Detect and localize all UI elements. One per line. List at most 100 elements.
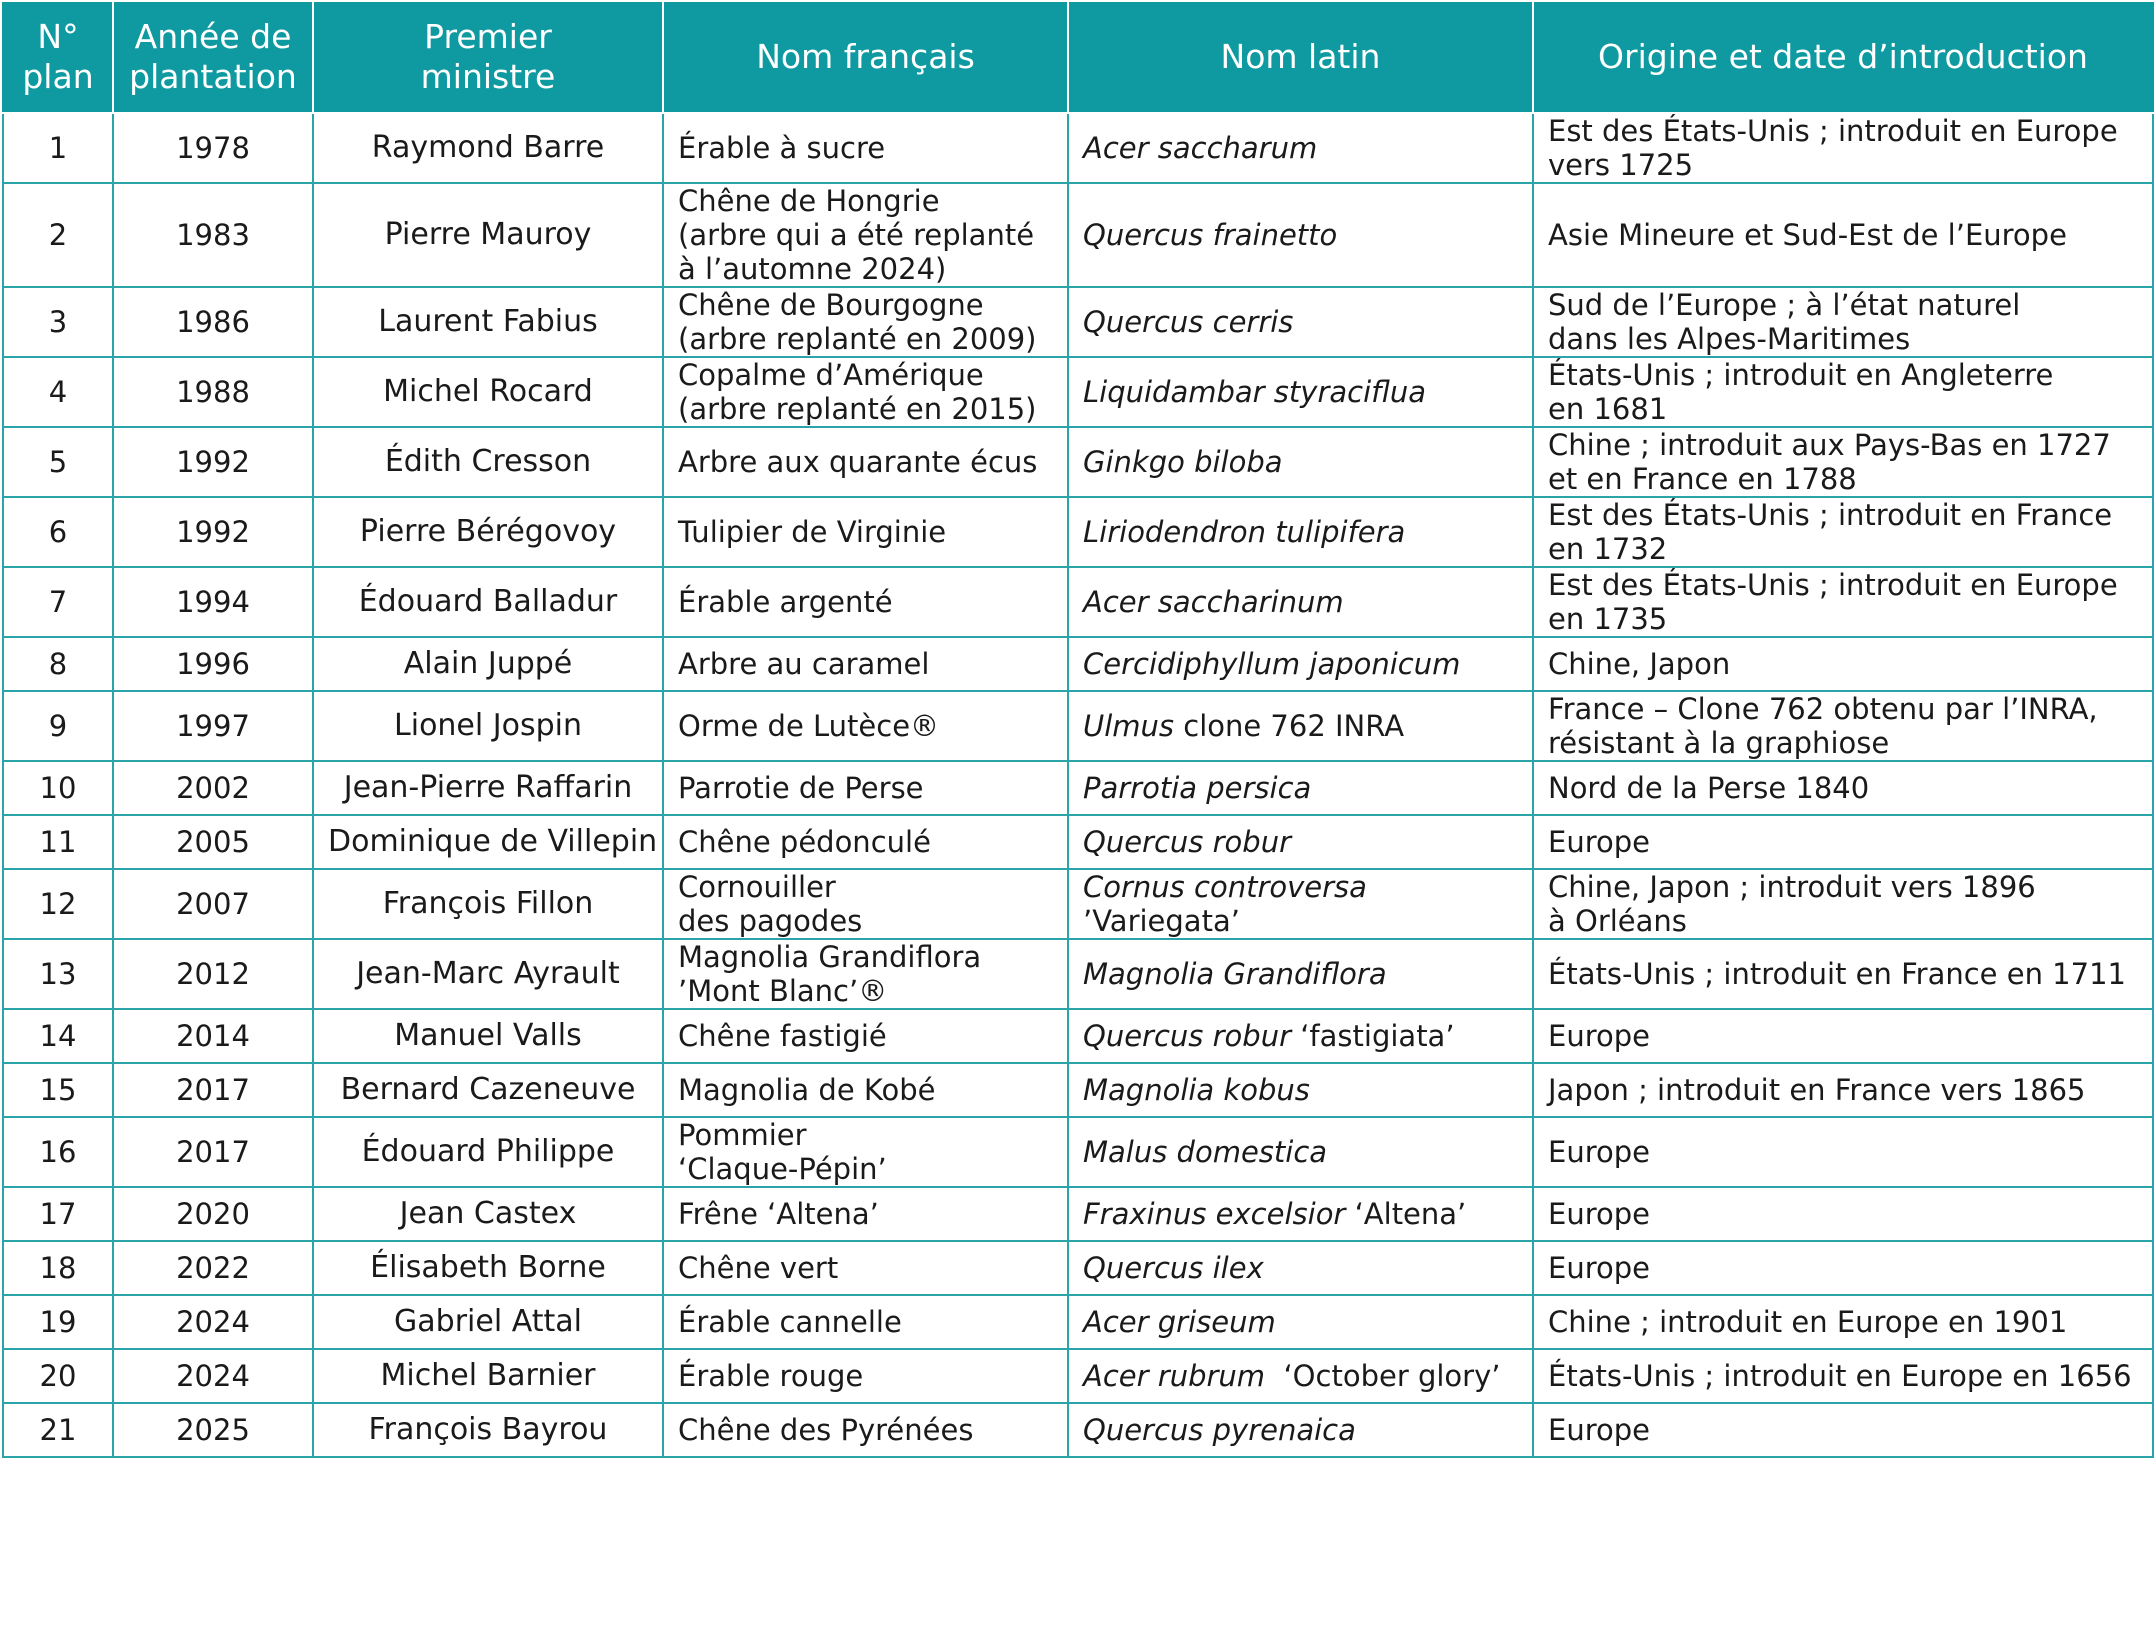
header-french-name: Nom français [662,2,1069,114]
french-name-line: Pommier [678,1118,807,1152]
french-name-line: (arbre replanté en 2015) [678,392,1037,426]
cell-planting-year: 2017 [112,1062,314,1118]
french-name-line: ’Mont Blanc’® [678,974,888,1008]
french-name-line: Érable cannelle [678,1305,902,1339]
origin-line: Nord de la Perse 1840 [1548,771,1870,805]
cell-planting-year: 1997 [112,690,314,762]
french-name-line: Érable à sucre [678,131,886,165]
cell-latin-name: Quercus frainetto [1067,182,1534,288]
cell-planting-year: 2022 [112,1240,314,1296]
cell-planting-year: 2024 [112,1294,314,1350]
cell-prime-minister: Raymond Barre [312,112,664,184]
french-name-line: Tulipier de Virginie [678,515,947,549]
cell-latin-name: Acer saccharum [1067,112,1534,184]
french-name-line: des pagodes [678,904,863,938]
latin-name-cultivar: ’Variegata’ [1083,904,1240,938]
latin-name-line: Ulmus clone 762 INRA [1083,709,1518,743]
header-year: Année de plantation [112,2,314,114]
cell-plan-number: 9 [2,690,114,762]
cell-plan-number: 15 [2,1062,114,1118]
origin-line: États-Unis ; introduit en Europe en 1656 [1548,1359,2132,1393]
table-row: 7 1994 Édouard Balladur Érable argenté Acer … [2,566,2154,638]
origin-line: Europe [1548,1135,1650,1169]
cell-plan-number: 10 [2,760,114,816]
cell-prime-minister: François Fillon [312,868,664,940]
latin-name-line: Cercidiphyllum japonicum [1083,647,1518,681]
latin-name-italic: Acer saccharinum [1083,585,1344,619]
latin-name-italic: Liriodendron tulipifera [1083,515,1406,549]
french-name-line: Chêne pédonculé [678,825,931,859]
french-name-line: Cornouiller [678,870,836,904]
cell-latin-name: Magnolia kobus [1067,1062,1534,1118]
cell-origin: France – Clone 762 obtenu par l’INRA, rés… [1532,690,2154,762]
cell-origin: Asie Mineure et Sud-Est de l’Europe [1532,182,2154,288]
cell-origin: États-Unis ; introduit en Europe en 1656 [1532,1348,2154,1404]
origin-line: Est des États-Unis ; introduit en Europe [1548,114,2118,148]
latin-name-cultivar: clone 762 INRA [1174,709,1405,743]
cell-prime-minister: Édith Cresson [312,426,664,498]
cell-latin-name: Quercus cerris [1067,286,1534,358]
cell-prime-minister: Lionel Jospin [312,690,664,762]
cell-french-name: Magnolia de Kobé [662,1062,1069,1118]
latin-name-line: Ginkgo biloba [1083,445,1518,479]
latin-name-italic: Quercus cerris [1083,305,1294,339]
cell-plan-number: 3 [2,286,114,358]
french-name-line: Chêne des Pyrénées [678,1413,974,1447]
latin-name-line: Acer rubrum ‘October glory’ [1083,1359,1518,1393]
table-row: 15 2017 Bernard Cazeneuve Magnolia de Kobé M… [2,1062,2154,1118]
latin-name-line: Quercus robur ‘fastigiata’ [1083,1019,1518,1053]
cell-latin-name: Quercus ilex [1067,1240,1534,1296]
latin-name-italic: Quercus robur [1083,825,1291,859]
cell-french-name: Chêne fastigié [662,1008,1069,1064]
french-name-line: Parrotie de Perse [678,771,924,805]
cell-planting-year: 2007 [112,868,314,940]
cell-plan-number: 11 [2,814,114,870]
cell-latin-name: Liriodendron tulipifera [1067,496,1534,568]
cell-french-name: Copalme d’Amérique (arbre replanté en 201… [662,356,1069,428]
latin-name-italic: Liquidambar styraciflua [1083,375,1427,409]
latin-name-line: Quercus robur [1083,825,1518,859]
cell-plan-number: 2 [2,182,114,288]
latin-name-italic: Quercus robur [1083,1019,1291,1053]
origin-line: Sud de l’Europe ; à l’état naturel [1548,288,2021,322]
cell-latin-name: Ginkgo biloba [1067,426,1534,498]
cell-plan-number: 20 [2,1348,114,1404]
origin-line: Chine ; introduit en Europe en 1901 [1548,1305,2068,1339]
cell-origin: Est des États-Unis ; introduit en Europe… [1532,566,2154,638]
cell-planting-year: 1978 [112,112,314,184]
cell-prime-minister: Pierre Bérégovoy [312,496,664,568]
origin-line: et en France en 1788 [1548,462,1857,496]
cell-plan-number: 5 [2,426,114,498]
cell-origin: Europe [1532,1008,2154,1064]
cell-origin: Japon ; introduit en France vers 1865 [1532,1062,2154,1118]
cell-plan-number: 18 [2,1240,114,1296]
latin-name-italic: Malus domestica [1083,1135,1328,1169]
cell-prime-minister: Michel Rocard [312,356,664,428]
latin-name-italic: Acer saccharum [1083,131,1318,165]
french-name-line: ‘Claque-Pépin’ [678,1152,887,1186]
cell-french-name: Frêne ‘Altena’ [662,1186,1069,1242]
cell-french-name: Arbre aux quarante écus [662,426,1069,498]
french-name-line: (arbre qui a été replanté [678,218,1035,252]
cell-prime-minister: Laurent Fabius [312,286,664,358]
latin-name-italic: Magnolia kobus [1083,1073,1310,1107]
french-name-line: Magnolia de Kobé [678,1073,936,1107]
latin-name-line: Parrotia persica [1083,771,1518,805]
cell-planting-year: 2024 [112,1348,314,1404]
table-row: 17 2020 Jean Castex Frêne ‘Altena’ Fraxinus … [2,1186,2154,1242]
latin-name-line: Liquidambar styraciflua [1083,375,1518,409]
cell-plan-number: 21 [2,1402,114,1458]
french-name-line: Érable rouge [678,1359,864,1393]
cell-french-name: Chêne des Pyrénées [662,1402,1069,1458]
cell-plan-number: 1 [2,112,114,184]
cell-origin: Chine, Japon [1532,636,2154,692]
origin-line: en 1681 [1548,392,1668,426]
cell-latin-name: Quercus robur [1067,814,1534,870]
cell-latin-name: Quercus pyrenaica [1067,1402,1534,1458]
header-num: N° plan [2,2,114,114]
origin-line: Chine, Japon ; introduit vers 1896 [1548,870,2036,904]
cell-origin: Chine ; introduit aux Pays-Bas en 1727 et… [1532,426,2154,498]
cell-origin: Europe [1532,1402,2154,1458]
cell-plan-number: 17 [2,1186,114,1242]
origin-line: Est des États-Unis ; introduit en France [1548,498,2113,532]
